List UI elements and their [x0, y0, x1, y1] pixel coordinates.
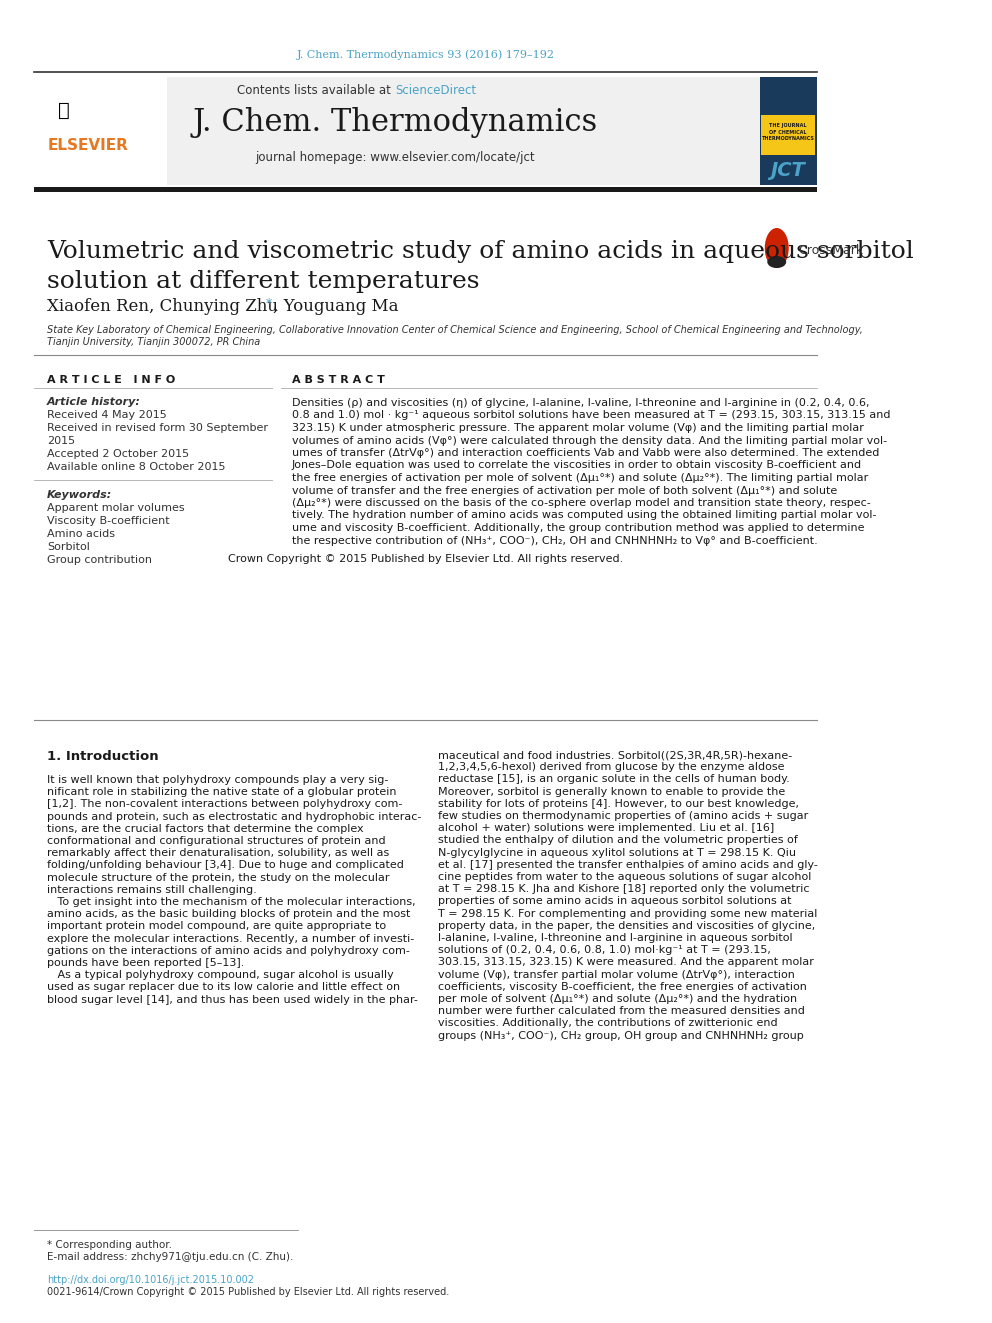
Text: remarkably affect their denaturalisation, solubility, as well as: remarkably affect their denaturalisation… — [48, 848, 390, 859]
Text: solutions of (0.2, 0.4, 0.6, 0.8, 1.0) mol·kg⁻¹ at T = (293.15,: solutions of (0.2, 0.4, 0.6, 0.8, 1.0) m… — [437, 945, 771, 955]
Text: cine peptides from water to the aqueous solutions of sugar alcohol: cine peptides from water to the aqueous … — [437, 872, 811, 882]
Text: stability for lots of proteins [4]. However, to our best knowledge,: stability for lots of proteins [4]. Howe… — [437, 799, 799, 808]
Text: J. Chem. Thermodynamics: J. Chem. Thermodynamics — [192, 106, 597, 138]
Text: Keywords:: Keywords: — [48, 490, 112, 500]
Text: used as sugar replacer due to its low calorie and little effect on: used as sugar replacer due to its low ca… — [48, 983, 401, 992]
Text: Crown Copyright © 2015 Published by Elsevier Ltd. All rights reserved.: Crown Copyright © 2015 Published by Else… — [228, 554, 623, 564]
Text: 1. Introduction: 1. Introduction — [48, 750, 159, 763]
Text: Densities (ρ) and viscosities (η) of glycine, l-alanine, l-valine, l-threonine a: Densities (ρ) and viscosities (η) of gly… — [292, 398, 869, 407]
Text: J. Chem. Thermodynamics 93 (2016) 179–192: J. Chem. Thermodynamics 93 (2016) 179–19… — [297, 50, 555, 61]
Bar — [35, 187, 817, 192]
Text: * Corresponding author.: * Corresponding author. — [48, 1240, 173, 1250]
Text: umes of transfer (ΔtrVφ°) and interaction coefficients Vab and Vabb were also de: umes of transfer (ΔtrVφ°) and interactio… — [292, 448, 879, 458]
Text: gations on the interactions of amino acids and polyhydroxy com-: gations on the interactions of amino aci… — [48, 946, 410, 955]
Text: ELSEVIER: ELSEVIER — [48, 138, 128, 152]
Text: Contents lists available at: Contents lists available at — [237, 83, 395, 97]
Text: 303.15, 313.15, 323.15) K were measured. And the apparent molar: 303.15, 313.15, 323.15) K were measured.… — [437, 958, 813, 967]
Text: properties of some amino acids in aqueous sorbitol solutions at: properties of some amino acids in aqueou… — [437, 897, 792, 906]
Text: Received 4 May 2015: Received 4 May 2015 — [48, 410, 167, 419]
Text: A B S T R A C T: A B S T R A C T — [292, 374, 385, 385]
Bar — [760, 77, 817, 185]
Text: JCT: JCT — [771, 160, 806, 180]
Text: folding/unfolding behaviour [3,4]. Due to huge and complicated: folding/unfolding behaviour [3,4]. Due t… — [48, 860, 404, 871]
Text: http://dx.doi.org/10.1016/j.jct.2015.10.002: http://dx.doi.org/10.1016/j.jct.2015.10.… — [48, 1275, 254, 1285]
Text: State Key Laboratory of Chemical Engineering, Collaborative Innovation Center of: State Key Laboratory of Chemical Enginee… — [48, 325, 863, 335]
Text: Jones–Dole equation was used to correlate the viscosities in order to obtain vis: Jones–Dole equation was used to correlat… — [292, 460, 862, 471]
Text: It is well known that polyhydroxy compounds play a very sig-: It is well known that polyhydroxy compou… — [48, 775, 389, 785]
Text: 🌿: 🌿 — [59, 101, 70, 119]
Text: 2015: 2015 — [48, 437, 75, 446]
Text: at T = 298.15 K. Jha and Kishore [18] reported only the volumetric: at T = 298.15 K. Jha and Kishore [18] re… — [437, 884, 809, 894]
Text: explore the molecular interactions. Recently, a number of investi-: explore the molecular interactions. Rece… — [48, 934, 415, 943]
Text: , Youguang Ma: , Youguang Ma — [273, 298, 399, 315]
Text: alcohol + water) solutions were implemented. Liu et al. [16]: alcohol + water) solutions were implemen… — [437, 823, 774, 833]
Text: (Δμ₂°*) were discussed on the basis of the co-sphere overlap model and transitio: (Δμ₂°*) were discussed on the basis of t… — [292, 497, 871, 508]
Text: viscosities. Additionally, the contributions of zwitterionic end: viscosities. Additionally, the contribut… — [437, 1019, 778, 1028]
Text: the respective contribution of (NH₃⁺, COO⁻), CH₂, OH and CNHNHNH₂ to Vφ° and B-c: the respective contribution of (NH₃⁺, CO… — [292, 536, 817, 545]
Text: et al. [17] presented the transfer enthalpies of amino acids and gly-: et al. [17] presented the transfer entha… — [437, 860, 817, 869]
Text: ScienceDirect: ScienceDirect — [395, 83, 476, 97]
Text: [1,2]. The non-covalent interactions between polyhydroxy com-: [1,2]. The non-covalent interactions bet… — [48, 799, 403, 810]
Text: Sorbitol: Sorbitol — [48, 542, 90, 552]
Text: Tianjin University, Tianjin 300072, PR China: Tianjin University, Tianjin 300072, PR C… — [48, 337, 261, 347]
Text: pounds have been reported [5–13].: pounds have been reported [5–13]. — [48, 958, 245, 968]
Text: Volumetric and viscometric study of amino acids in aqueous sorbitol
solution at : Volumetric and viscometric study of amin… — [48, 239, 914, 294]
Text: volume (Vφ), transfer partial molar volume (ΔtrVφ°), interaction: volume (Vφ), transfer partial molar volu… — [437, 970, 795, 979]
Text: Apparent molar volumes: Apparent molar volumes — [48, 503, 185, 513]
Text: *: * — [266, 298, 273, 311]
Bar — [35, 77, 817, 185]
Text: ume and viscosity B-coefficient. Additionally, the group contribution method was: ume and viscosity B-coefficient. Additio… — [292, 523, 864, 533]
Text: volumes of amino acids (Vφ°) were calculated through the density data. And the l: volumes of amino acids (Vφ°) were calcul… — [292, 435, 887, 446]
Text: As a typical polyhydroxy compound, sugar alcohol is usually: As a typical polyhydroxy compound, sugar… — [48, 970, 394, 980]
Text: maceutical and food industries. Sorbitol((2S,3R,4R,5R)-hexane-: maceutical and food industries. Sorbitol… — [437, 750, 792, 759]
Text: Accepted 2 October 2015: Accepted 2 October 2015 — [48, 448, 189, 459]
Text: THE JOURNAL
OF CHEMICAL
THERMODYNAMICS: THE JOURNAL OF CHEMICAL THERMODYNAMICS — [762, 123, 814, 140]
Text: 1,2,3,4,5,6-hexol) derived from glucose by the enzyme aldose: 1,2,3,4,5,6-hexol) derived from glucose … — [437, 762, 785, 773]
Text: coefficients, viscosity B-coefficient, the free energies of activation: coefficients, viscosity B-coefficient, t… — [437, 982, 806, 992]
Text: tions, are the crucial factors that determine the complex: tions, are the crucial factors that dete… — [48, 824, 364, 833]
Text: N-glycylglycine in aqueous xylitol solutions at T = 298.15 K. Qiu: N-glycylglycine in aqueous xylitol solut… — [437, 848, 796, 857]
Text: Received in revised form 30 September: Received in revised form 30 September — [48, 423, 268, 433]
Text: nificant role in stabilizing the native state of a globular protein: nificant role in stabilizing the native … — [48, 787, 397, 798]
Bar — [35, 77, 168, 185]
Text: E-mail address: zhchy971@tju.edu.cn (C. Zhu).: E-mail address: zhchy971@tju.edu.cn (C. … — [48, 1252, 294, 1262]
Text: l-alanine, l-valine, l-threonine and l-arginine in aqueous sorbitol: l-alanine, l-valine, l-threonine and l-a… — [437, 933, 793, 943]
Text: CrossMark: CrossMark — [799, 243, 863, 257]
Text: journal homepage: www.elsevier.com/locate/jct: journal homepage: www.elsevier.com/locat… — [255, 152, 535, 164]
Text: studied the enthalpy of dilution and the volumetric properties of: studied the enthalpy of dilution and the… — [437, 835, 798, 845]
Text: A R T I C L E   I N F O: A R T I C L E I N F O — [48, 374, 176, 385]
Text: Moreover, sorbitol is generally known to enable to provide the: Moreover, sorbitol is generally known to… — [437, 787, 785, 796]
Text: amino acids, as the basic building blocks of protein and the most: amino acids, as the basic building block… — [48, 909, 411, 919]
Text: Amino acids: Amino acids — [48, 529, 115, 538]
Text: 0021-9614/Crown Copyright © 2015 Published by Elsevier Ltd. All rights reserved.: 0021-9614/Crown Copyright © 2015 Publish… — [48, 1287, 449, 1297]
Text: reductase [15], is an organic solute in the cells of human body.: reductase [15], is an organic solute in … — [437, 774, 790, 785]
Text: important protein model compound, are quite appropriate to: important protein model compound, are qu… — [48, 921, 386, 931]
Ellipse shape — [765, 228, 789, 269]
Text: 323.15) K under atmospheric pressure. The apparent molar volume (Vφ) and the lim: 323.15) K under atmospheric pressure. Th… — [292, 423, 864, 433]
Text: molecule structure of the protein, the study on the molecular: molecule structure of the protein, the s… — [48, 873, 390, 882]
Text: T = 298.15 K. For complementing and providing some new material: T = 298.15 K. For complementing and prov… — [437, 909, 817, 918]
Bar — [761, 115, 815, 155]
Text: conformational and configurational structures of protein and: conformational and configurational struc… — [48, 836, 386, 845]
Text: the free energies of activation per mole of solvent (Δμ₁°*) and solute (Δμ₂°*). : the free energies of activation per mole… — [292, 474, 868, 483]
Text: groups (NH₃⁺, COO⁻), CH₂ group, OH group and CNHNHNH₂ group: groups (NH₃⁺, COO⁻), CH₂ group, OH group… — [437, 1031, 804, 1041]
Ellipse shape — [768, 255, 787, 269]
Text: property data, in the paper, the densities and viscosities of glycine,: property data, in the paper, the densiti… — [437, 921, 815, 931]
Text: volume of transfer and the free energies of activation per mole of both solvent : volume of transfer and the free energies… — [292, 486, 837, 496]
Text: interactions remains still challenging.: interactions remains still challenging. — [48, 885, 257, 894]
Text: Article history:: Article history: — [48, 397, 141, 407]
Text: Xiaofen Ren, Chunying Zhu: Xiaofen Ren, Chunying Zhu — [48, 298, 284, 315]
Text: Group contribution: Group contribution — [48, 556, 152, 565]
Text: number were further calculated from the measured densities and: number were further calculated from the … — [437, 1007, 805, 1016]
Text: 0.8 and 1.0) mol · kg⁻¹ aqueous sorbitol solutions have been measured at T = (29: 0.8 and 1.0) mol · kg⁻¹ aqueous sorbitol… — [292, 410, 890, 421]
Text: per mole of solvent (Δμ₁°*) and solute (Δμ₂°*) and the hydration: per mole of solvent (Δμ₁°*) and solute (… — [437, 994, 797, 1004]
Text: pounds and protein, such as electrostatic and hydrophobic interac-: pounds and protein, such as electrostati… — [48, 811, 422, 822]
Text: Viscosity B-coefficient: Viscosity B-coefficient — [48, 516, 170, 527]
Text: To get insight into the mechanism of the molecular interactions,: To get insight into the mechanism of the… — [48, 897, 416, 908]
Text: Available online 8 October 2015: Available online 8 October 2015 — [48, 462, 226, 472]
Text: blood sugar level [14], and thus has been used widely in the phar-: blood sugar level [14], and thus has bee… — [48, 995, 418, 1004]
Text: few studies on thermodynamic properties of (amino acids + sugar: few studies on thermodynamic properties … — [437, 811, 807, 822]
Text: tively. The hydration number of amino acids was computed using the obtained limi: tively. The hydration number of amino ac… — [292, 511, 876, 520]
